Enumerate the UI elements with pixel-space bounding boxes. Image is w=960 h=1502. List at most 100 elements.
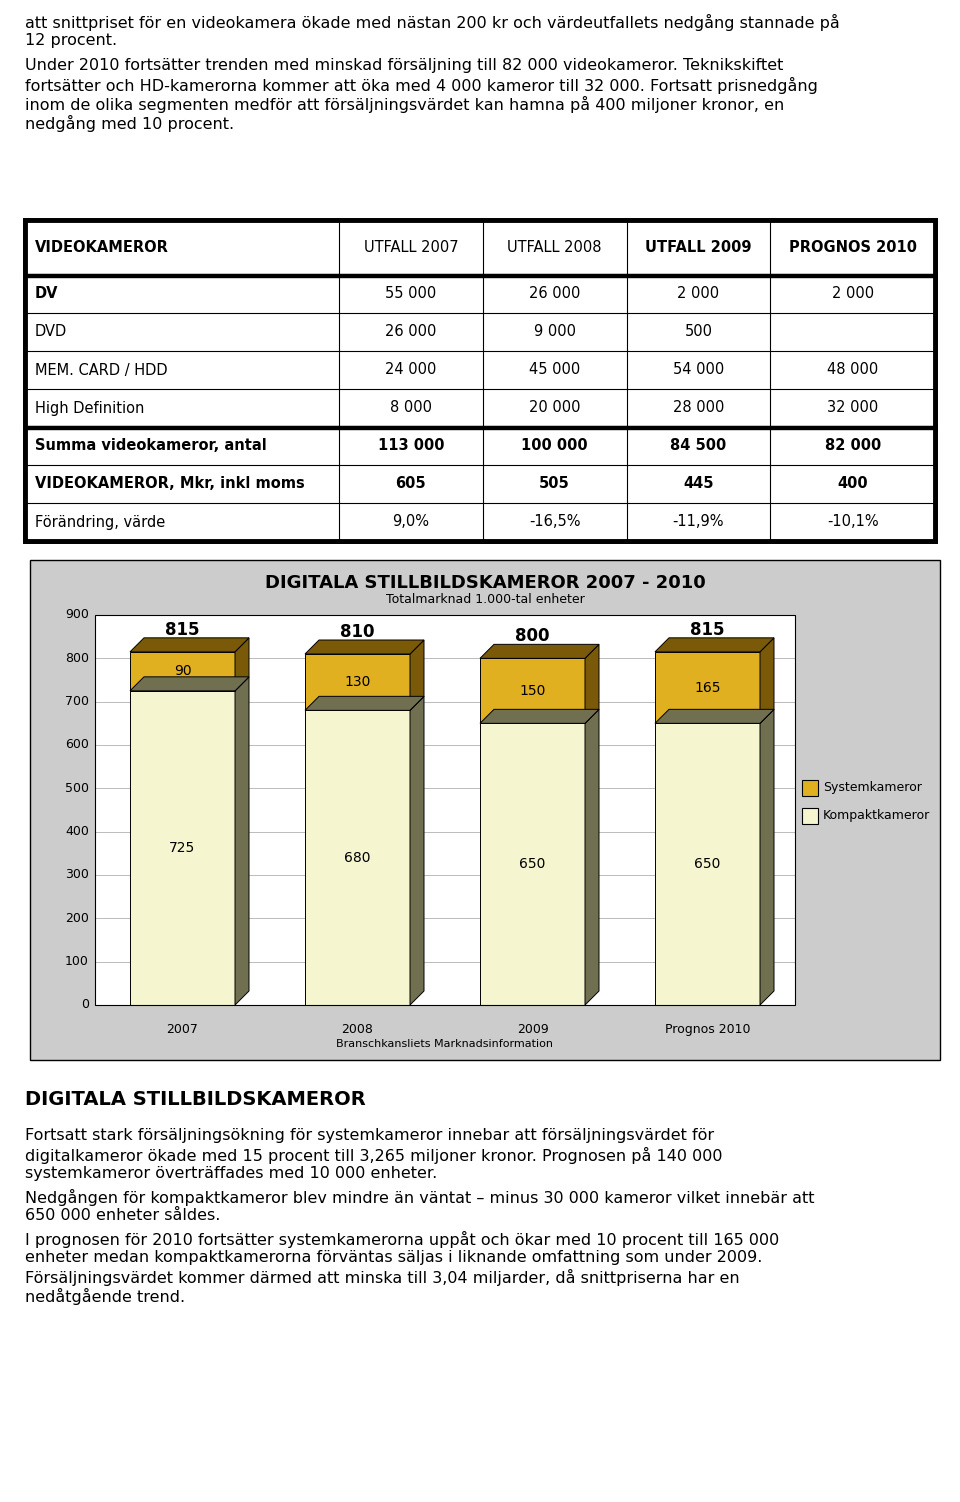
Polygon shape — [655, 638, 774, 652]
Text: PROGNOS 2010: PROGNOS 2010 — [789, 240, 917, 255]
Text: 200: 200 — [65, 912, 89, 925]
Bar — [655, 652, 760, 724]
Text: 20 000: 20 000 — [529, 401, 581, 416]
Text: 55 000: 55 000 — [385, 287, 437, 302]
Text: 445: 445 — [684, 476, 713, 491]
Bar — [305, 653, 410, 710]
Text: Systemkameror: Systemkameror — [823, 781, 922, 795]
Text: DIGITALA STILLBILDSKAMEROR 2007 - 2010: DIGITALA STILLBILDSKAMEROR 2007 - 2010 — [265, 574, 706, 592]
Text: 84 500: 84 500 — [670, 439, 727, 454]
Text: 12 procent.: 12 procent. — [25, 33, 117, 48]
Text: 2 000: 2 000 — [831, 287, 874, 302]
Bar — [95, 614, 795, 1005]
Text: 100: 100 — [65, 955, 89, 969]
Text: Branschkansliets Marknadsinformation: Branschkansliets Marknadsinformation — [337, 1039, 554, 1048]
Polygon shape — [760, 638, 774, 724]
Text: DV: DV — [35, 287, 59, 302]
Bar — [95, 614, 795, 1005]
Text: 300: 300 — [65, 868, 89, 882]
Text: 810: 810 — [340, 623, 374, 641]
Polygon shape — [585, 709, 599, 1005]
Text: att snittpriset för en videokamera ökade med nästan 200 kr och värdeutfallets ne: att snittpriset för en videokamera ökade… — [25, 14, 840, 32]
Text: 2007: 2007 — [167, 1023, 199, 1036]
Text: 26 000: 26 000 — [529, 287, 580, 302]
Text: 650: 650 — [519, 858, 545, 871]
Text: 815: 815 — [690, 620, 725, 638]
Text: 28 000: 28 000 — [673, 401, 724, 416]
Bar — [25, 219, 935, 541]
Bar — [802, 808, 818, 825]
Polygon shape — [655, 709, 774, 724]
Text: 0: 0 — [81, 999, 89, 1011]
Text: 24 000: 24 000 — [385, 362, 437, 377]
Text: nedåtgående trend.: nedåtgående trend. — [25, 1289, 185, 1305]
Bar — [480, 724, 585, 1005]
Text: Prognos 2010: Prognos 2010 — [664, 1023, 751, 1036]
Text: 2008: 2008 — [342, 1023, 373, 1036]
Text: 500: 500 — [684, 324, 712, 339]
Bar — [25, 219, 935, 541]
Text: 800: 800 — [65, 652, 89, 665]
Text: 2009: 2009 — [516, 1023, 548, 1036]
Polygon shape — [305, 640, 424, 653]
Text: 113 000: 113 000 — [377, 439, 444, 454]
Text: 48 000: 48 000 — [827, 362, 878, 377]
Text: 82 000: 82 000 — [825, 439, 880, 454]
Text: 100 000: 100 000 — [521, 439, 588, 454]
Text: DVD: DVD — [35, 324, 67, 339]
Text: 9,0%: 9,0% — [393, 515, 429, 530]
Bar — [130, 652, 235, 691]
Text: Summa videokameror, antal: Summa videokameror, antal — [35, 439, 267, 454]
Text: I prognosen för 2010 fortsätter systemkamerorna uppåt och ökar med 10 procent ti: I prognosen för 2010 fortsätter systemka… — [25, 1232, 780, 1248]
Bar — [802, 780, 818, 796]
Polygon shape — [410, 697, 424, 1005]
Text: -11,9%: -11,9% — [673, 515, 724, 530]
Text: 800: 800 — [516, 628, 550, 646]
Text: 650 000 enheter såldes.: 650 000 enheter såldes. — [25, 1208, 221, 1223]
Text: 8 000: 8 000 — [390, 401, 432, 416]
Text: UTFALL 2008: UTFALL 2008 — [508, 240, 602, 255]
Text: UTFALL 2009: UTFALL 2009 — [645, 240, 752, 255]
Text: DIGITALA STILLBILDSKAMEROR: DIGITALA STILLBILDSKAMEROR — [25, 1090, 366, 1108]
Polygon shape — [130, 677, 249, 691]
Bar — [655, 724, 760, 1005]
Polygon shape — [130, 638, 249, 652]
Text: Förändring, värde: Förändring, värde — [35, 515, 165, 530]
Text: fortsätter och HD-kamerorna kommer att öka med 4 000 kameror till 32 000. Fortsa: fortsätter och HD-kamerorna kommer att ö… — [25, 77, 818, 95]
Polygon shape — [305, 697, 424, 710]
Text: 90: 90 — [174, 664, 191, 679]
Text: 130: 130 — [345, 676, 371, 689]
Text: 815: 815 — [165, 620, 200, 638]
Text: 400: 400 — [837, 476, 868, 491]
Text: 54 000: 54 000 — [673, 362, 724, 377]
Text: 32 000: 32 000 — [827, 401, 878, 416]
Text: 600: 600 — [65, 739, 89, 751]
Text: -16,5%: -16,5% — [529, 515, 581, 530]
Text: nedgång med 10 procent.: nedgång med 10 procent. — [25, 116, 234, 132]
Text: VIDEOKAMEROR: VIDEOKAMEROR — [35, 240, 169, 255]
Text: Totalmarknad 1.000-tal enheter: Totalmarknad 1.000-tal enheter — [386, 593, 585, 605]
Text: 400: 400 — [65, 825, 89, 838]
Text: 9 000: 9 000 — [534, 324, 576, 339]
Polygon shape — [480, 644, 599, 658]
Polygon shape — [235, 638, 249, 691]
Text: 2 000: 2 000 — [678, 287, 719, 302]
Bar — [480, 658, 585, 724]
Bar — [130, 691, 235, 1005]
Text: MEM. CARD / HDD: MEM. CARD / HDD — [35, 362, 168, 377]
Text: 26 000: 26 000 — [385, 324, 437, 339]
Text: Försäljningsvärdet kommer därmed att minska till 3,04 miljarder, då snittprisern: Försäljningsvärdet kommer därmed att min… — [25, 1269, 739, 1286]
Text: 45 000: 45 000 — [529, 362, 580, 377]
Text: 650: 650 — [694, 858, 721, 871]
Text: 725: 725 — [169, 841, 196, 855]
Polygon shape — [480, 709, 599, 724]
Bar — [305, 710, 410, 1005]
Text: 150: 150 — [519, 683, 545, 698]
Text: 605: 605 — [396, 476, 426, 491]
Text: enheter medan kompaktkamerorna förväntas säljas i liknande omfattning som under : enheter medan kompaktkamerorna förväntas… — [25, 1250, 762, 1265]
Text: 165: 165 — [694, 680, 721, 694]
Text: High Definition: High Definition — [35, 401, 144, 416]
Text: -10,1%: -10,1% — [827, 515, 878, 530]
Text: 500: 500 — [65, 783, 89, 795]
Text: Fortsatt stark försäljningsökning för systemkameror innebar att försäljningsvärd: Fortsatt stark försäljningsökning för sy… — [25, 1128, 714, 1143]
